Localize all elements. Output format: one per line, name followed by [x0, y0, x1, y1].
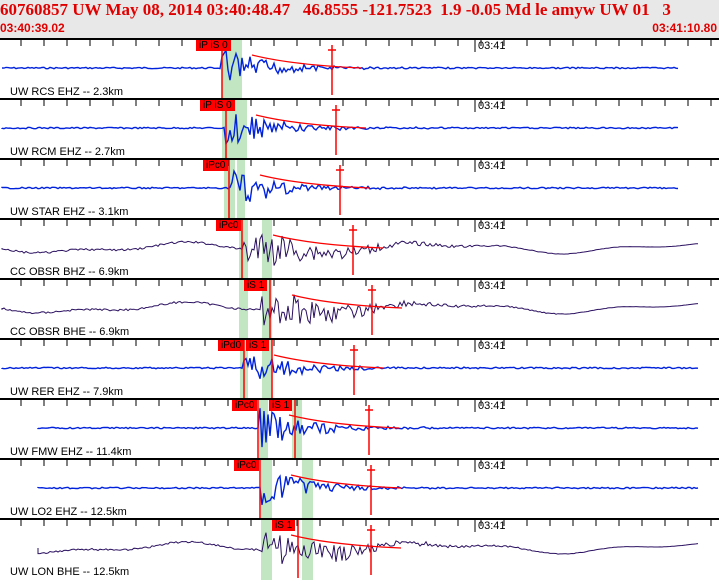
time-tick-label: 03:41	[478, 160, 506, 172]
pick-window	[302, 460, 313, 520]
waveform	[20, 460, 712, 518]
waveform	[1, 280, 712, 338]
phase-pick-label[interactable]: iPc0	[216, 220, 242, 231]
phase-pick-label[interactable]: iP iS 0	[196, 40, 231, 51]
pick-window	[232, 40, 242, 100]
trace-panel[interactable]: iP iS 0 03:41 UW RCS EHZ -- 2.3km	[0, 38, 719, 100]
waveform	[20, 400, 712, 458]
phase-pick-label[interactable]: iPc0	[232, 400, 258, 411]
station-label: UW RER EHZ -- 7.9km	[10, 386, 124, 398]
station-label: UW RCM EHZ -- 2.7km	[10, 146, 125, 158]
phase-pick-label[interactable]: iPd0	[218, 340, 245, 351]
station-label: UW LON BHE -- 12.5km	[10, 566, 130, 578]
pick-window	[239, 220, 248, 280]
phase-pick-label[interactable]: iS 1	[269, 400, 293, 411]
pick-window	[261, 520, 272, 580]
time-tick-label: 03:41	[478, 520, 506, 532]
waveform	[1, 340, 712, 398]
start-time: 03:40:39.02	[0, 21, 65, 35]
trace-panel[interactable]: iPc0 03:41 UW LO2 EHZ -- 12.5km	[0, 458, 719, 520]
station-label: CC OBSR BHZ -- 6.9km	[10, 266, 129, 278]
pick-window	[237, 160, 245, 220]
station-label: UW STAR EHZ -- 3.1km	[10, 206, 129, 218]
time-tick-label: 03:41	[478, 340, 506, 352]
station-label: UW RCS EHZ -- 2.3km	[10, 86, 124, 98]
pick-window	[222, 40, 232, 100]
time-tick-label: 03:41	[478, 220, 506, 232]
pick-window	[239, 280, 248, 340]
pick-window	[302, 520, 313, 580]
station-label: CC OBSR BHE -- 6.9km	[10, 326, 130, 338]
trace-panel[interactable]: iP iS 0 03:41 UW RCM EHZ -- 2.7km	[0, 98, 719, 160]
time-tick-label: 03:41	[478, 100, 506, 112]
event-title: 60760857 UW May 08, 2014 03:40:48.47 46.…	[0, 0, 671, 19]
trace-panel[interactable]: iPc0 03:41 UW STAR EHZ -- 3.1km	[0, 158, 719, 220]
end-time: 03:41:10.80	[652, 21, 717, 35]
trace-panel[interactable]: iPc0 iS 1 03:41 UW FMW EHZ -- 11.4km	[0, 398, 719, 460]
waveform	[1, 160, 712, 218]
waveform	[1, 100, 712, 158]
trace-panel[interactable]: iS 1 03:41 UW LON BHE -- 12.5km	[0, 518, 719, 580]
event-header: 60760857 UW May 08, 2014 03:40:48.47 46.…	[0, 0, 719, 38]
pick-window	[261, 460, 272, 520]
pick-window	[235, 100, 247, 160]
time-tick-label: 03:41	[478, 400, 506, 412]
station-label: UW LO2 EHZ -- 12.5km	[10, 506, 127, 518]
phase-pick-label[interactable]: iP iS 0	[200, 100, 235, 111]
waveform	[1, 220, 712, 278]
phase-pick-label[interactable]: iPc0	[203, 160, 229, 171]
time-tick-label: 03:41	[478, 460, 506, 472]
trace-panel[interactable]: iS 1 03:41 CC OBSR BHE -- 6.9km	[0, 278, 719, 340]
station-label: UW FMW EHZ -- 11.4km	[10, 446, 132, 458]
time-tick-label: 03:41	[478, 40, 506, 52]
phase-pick-label[interactable]: iS 1	[272, 520, 296, 531]
phase-pick-label[interactable]: iS 1	[244, 280, 268, 291]
pick-window	[292, 400, 302, 460]
trace-panel[interactable]: iPc0 03:41 CC OBSR BHZ -- 6.9km	[0, 218, 719, 280]
time-tick-label: 03:41	[478, 280, 506, 292]
phase-pick-label[interactable]: iPc0	[234, 460, 260, 471]
phase-pick-label[interactable]: iS 1	[246, 340, 270, 351]
trace-panel[interactable]: iPd0 iS 1 03:41 UW RER EHZ -- 7.9km	[0, 338, 719, 400]
